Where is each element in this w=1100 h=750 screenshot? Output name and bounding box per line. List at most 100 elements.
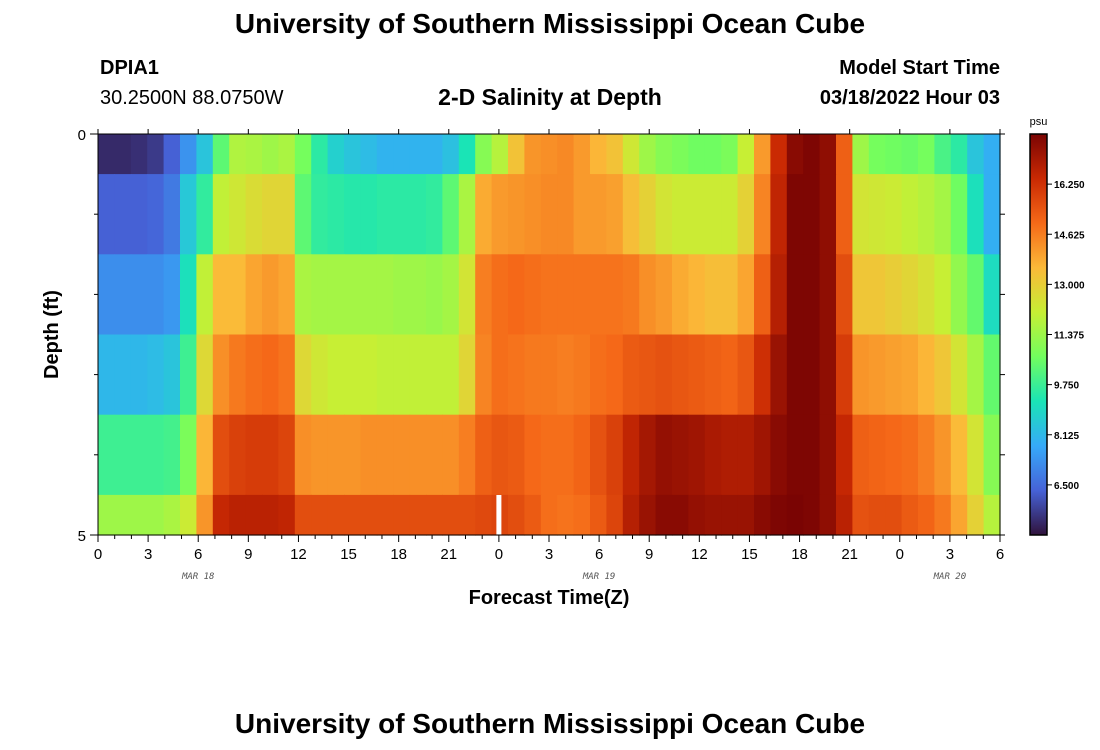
heatmap-cell <box>754 174 771 255</box>
heatmap-cell <box>311 334 329 416</box>
heatmap-cell <box>508 174 525 255</box>
heatmap-cell <box>836 174 853 255</box>
heatmap-cell <box>409 414 427 496</box>
x-tick-label: 6 <box>194 546 202 563</box>
heatmap-cell <box>196 414 214 496</box>
heatmap-cell <box>622 334 640 416</box>
heatmap-cell <box>393 134 411 175</box>
heatmap-cell <box>557 494 575 536</box>
heatmap-cell <box>98 494 115 536</box>
heatmap-cell <box>196 494 214 536</box>
heatmap-cell <box>327 254 345 336</box>
heatmap-cell <box>344 334 361 416</box>
x-axis-label: Forecast Time(Z) <box>469 587 630 609</box>
heatmap-cell <box>475 334 493 416</box>
heatmap-cell <box>426 494 443 536</box>
heatmap-cell <box>393 334 411 416</box>
colorbar: psu 6.500 8.125 9.750 11.375 13.000 14.625 16.2… <box>1029 116 1085 536</box>
colorbar-tick-label: 16.250 <box>1054 180 1085 191</box>
heatmap-cell <box>311 414 329 496</box>
x-tick-label: 6 <box>595 546 603 563</box>
heatmap-cell <box>983 334 1001 416</box>
heatmap-cell <box>934 494 952 536</box>
heatmap-cell <box>754 494 771 536</box>
heatmap-cell <box>426 254 443 336</box>
heatmap-cell <box>885 134 903 175</box>
heatmap-cell <box>852 174 870 255</box>
heatmap-cell <box>360 134 378 175</box>
footer-title: University of Southern Mississippi Ocean… <box>234 708 866 739</box>
heatmap-cell <box>688 494 706 536</box>
heatmap-cell <box>442 134 460 175</box>
heatmap-cell <box>590 334 607 416</box>
heatmap-cell <box>360 334 378 416</box>
heatmap-cell <box>934 134 952 175</box>
heatmap-cell <box>786 334 804 416</box>
heatmap-cell <box>639 254 657 336</box>
heatmap-cell <box>786 174 804 255</box>
heatmap-cell <box>852 254 870 336</box>
heatmap-cell <box>655 494 673 536</box>
heatmap-cell <box>983 254 1001 336</box>
heatmap-cell <box>278 134 296 175</box>
heatmap-cell <box>622 254 640 336</box>
heatmap-cell <box>606 494 624 536</box>
heatmap-cell <box>147 134 165 175</box>
heatmap-cell <box>622 174 640 255</box>
heatmap-cell <box>737 254 755 336</box>
heatmap-cell <box>639 494 657 536</box>
heatmap-cell <box>245 414 263 496</box>
heatmap-cell <box>229 334 247 416</box>
heatmap-cell <box>901 414 919 496</box>
heatmap-cell <box>540 414 558 496</box>
heatmap-cell <box>672 174 689 255</box>
x-tick-label: 18 <box>390 546 407 563</box>
heatmap-cell <box>868 174 886 255</box>
heatmap-cell <box>262 494 279 536</box>
heatmap-cell <box>344 134 361 175</box>
heatmap-cell <box>967 414 985 496</box>
heatmap-cell <box>852 334 870 416</box>
heatmap-cell <box>409 494 427 536</box>
heatmap-cell <box>901 254 919 336</box>
heatmap-cell <box>868 134 886 175</box>
x-tick-label: 12 <box>691 546 708 563</box>
heatmap-cell <box>901 174 919 255</box>
heatmap-cell <box>229 254 247 336</box>
heatmap-cell <box>163 414 181 496</box>
heatmap-cell <box>163 134 181 175</box>
heatmap-cell <box>721 174 739 255</box>
heatmap-cell <box>573 174 591 255</box>
heatmap-cell <box>344 414 361 496</box>
heatmap-cell <box>606 414 624 496</box>
heatmap-cell <box>819 414 837 496</box>
x-day-label: MAR 18 <box>181 572 215 582</box>
heatmap-cell <box>376 174 394 255</box>
heatmap-cell <box>491 334 509 416</box>
heatmap-cell <box>737 174 755 255</box>
heatmap-cell <box>950 414 968 496</box>
heatmap-cell <box>147 494 165 536</box>
heatmap-cell <box>114 334 132 416</box>
heatmap-cell <box>803 134 821 175</box>
heatmap-cell <box>950 494 968 536</box>
heatmap-cell <box>458 174 476 255</box>
y-tick-label: 0 <box>78 127 86 144</box>
heatmap-cell <box>836 494 853 536</box>
heatmap-cell <box>508 254 525 336</box>
heatmap-cell <box>918 334 935 416</box>
colorbar-tick-label: 6.500 <box>1054 481 1079 492</box>
heatmap-cell <box>294 414 312 496</box>
heatmap-cell <box>786 494 804 536</box>
heatmap-cell <box>114 174 132 255</box>
heatmap-cell <box>393 414 411 496</box>
heatmap-cell <box>524 254 542 336</box>
heatmap-cell <box>655 134 673 175</box>
heatmap-cell <box>688 254 706 336</box>
heatmap-cell <box>590 174 607 255</box>
heatmap-cell <box>983 414 1001 496</box>
heatmap-cell <box>147 334 165 416</box>
heatmap-cell <box>180 414 197 496</box>
heatmap-cell <box>786 254 804 336</box>
heatmap-cell <box>672 494 689 536</box>
